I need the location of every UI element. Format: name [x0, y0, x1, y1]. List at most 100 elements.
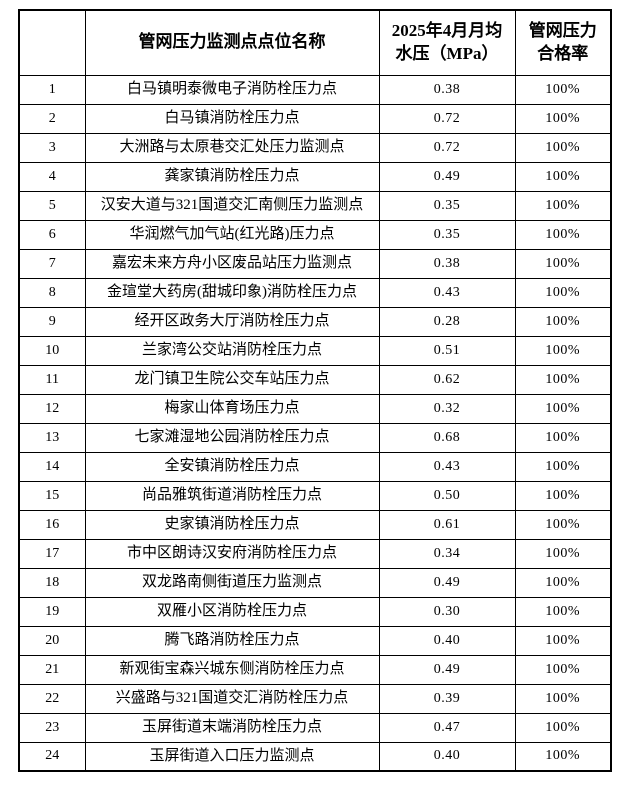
pressure-value-cell: 0.40: [378, 741, 516, 772]
pass-rate-cell: 100%: [514, 364, 612, 395]
table-row: 12 梅家山体育场压力点 0.32 100%: [18, 393, 612, 424]
pressure-value-cell: 0.38: [378, 74, 516, 105]
pass-rate-cell: 100%: [514, 393, 612, 424]
point-name-cell: 白马镇消防栓压力点: [84, 103, 380, 134]
row-number-cell: 17: [18, 538, 86, 569]
point-name-cell: 经开区政务大厅消防栓压力点: [84, 306, 380, 337]
row-number-cell: 10: [18, 335, 86, 366]
pass-rate-cell: 100%: [514, 741, 612, 772]
table-row: 1 白马镇明泰微电子消防栓压力点 0.38 100%: [18, 74, 612, 105]
pass-rate-cell: 100%: [514, 335, 612, 366]
table-row: 15 尚品雅筑街道消防栓压力点 0.50 100%: [18, 480, 612, 511]
point-name-cell: 腾飞路消防栓压力点: [84, 625, 380, 656]
table-row: 2 白马镇消防栓压力点 0.72 100%: [18, 103, 612, 134]
table-row: 21 新观街宝森兴城东侧消防栓压力点 0.49 100%: [18, 654, 612, 685]
table-row: 4 龚家镇消防栓压力点 0.49 100%: [18, 161, 612, 192]
table-row: 20 腾飞路消防栓压力点 0.40 100%: [18, 625, 612, 656]
pass-rate-cell: 100%: [514, 596, 612, 627]
pass-rate-cell: 100%: [514, 190, 612, 221]
table-row: 18 双龙路南侧街道压力监测点 0.49 100%: [18, 567, 612, 598]
table-row: 7 嘉宏未来方舟小区废品站压力监测点 0.38 100%: [18, 248, 612, 279]
table-body: 1 白马镇明泰微电子消防栓压力点 0.38 100% 2 白马镇消防栓压力点 0.72 100…: [18, 74, 612, 772]
point-name-cell: 玉屏街道末端消防栓压力点: [84, 712, 380, 743]
pressure-value-cell: 0.62: [378, 364, 516, 395]
table-row: 14 全安镇消防栓压力点 0.43 100%: [18, 451, 612, 482]
point-name-cell: 汉安大道与321国道交汇南侧压力监测点: [84, 190, 380, 221]
pass-rate-cell: 100%: [514, 683, 612, 714]
pressure-value-cell: 0.39: [378, 683, 516, 714]
pass-rate-cell: 100%: [514, 132, 612, 163]
pass-rate-cell: 100%: [514, 625, 612, 656]
point-name-cell: 龚家镇消防栓压力点: [84, 161, 380, 192]
point-name-cell: 嘉宏未来方舟小区废品站压力监测点: [84, 248, 380, 279]
table-row: 6 华润燃气加气站(红光路)压力点 0.35 100%: [18, 219, 612, 250]
point-name-cell: 兰家湾公交站消防栓压力点: [84, 335, 380, 366]
pressure-value-cell: 0.32: [378, 393, 516, 424]
pass-rate-cell: 100%: [514, 103, 612, 134]
pressure-value-cell: 0.49: [378, 654, 516, 685]
table-row: 22 兴盛路与321国道交汇消防栓压力点 0.39 100%: [18, 683, 612, 714]
row-number-cell: 18: [18, 567, 86, 598]
point-name-cell: 全安镇消防栓压力点: [84, 451, 380, 482]
pass-rate-cell: 100%: [514, 509, 612, 540]
table-row: 13 七家滩湿地公园消防栓压力点 0.68 100%: [18, 422, 612, 453]
pressure-value-cell: 0.50: [378, 480, 516, 511]
row-number-cell: 21: [18, 654, 86, 685]
pressure-value-cell: 0.68: [378, 422, 516, 453]
point-name-cell: 龙门镇卫生院公交车站压力点: [84, 364, 380, 395]
point-name-cell: 兴盛路与321国道交汇消防栓压力点: [84, 683, 380, 714]
row-number-cell: 13: [18, 422, 86, 453]
row-number-cell: 20: [18, 625, 86, 656]
row-number-cell: 8: [18, 277, 86, 308]
table-row: 24 玉屏街道入口压力监测点 0.40 100%: [18, 741, 612, 772]
point-name-cell: 尚品雅筑街道消防栓压力点: [84, 480, 380, 511]
pass-rate-cell: 100%: [514, 74, 612, 105]
pass-rate-cell: 100%: [514, 277, 612, 308]
row-number-cell: 14: [18, 451, 86, 482]
pressure-value-cell: 0.61: [378, 509, 516, 540]
table-row: 3 大洲路与太原巷交汇处压力监测点 0.72 100%: [18, 132, 612, 163]
pass-rate-cell: 100%: [514, 219, 612, 250]
row-number-cell: 5: [18, 190, 86, 221]
row-number-cell: 22: [18, 683, 86, 714]
pressure-value-cell: 0.34: [378, 538, 516, 569]
table-row: 9 经开区政务大厅消防栓压力点 0.28 100%: [18, 306, 612, 337]
pressure-value-cell: 0.43: [378, 451, 516, 482]
row-number-cell: 12: [18, 393, 86, 424]
table-row: 17 市中区朗诗汉安府消防栓压力点 0.34 100%: [18, 538, 612, 569]
point-name-cell: 大洲路与太原巷交汇处压力监测点: [84, 132, 380, 163]
pressure-value-cell: 0.72: [378, 132, 516, 163]
row-number-cell: 1: [18, 74, 86, 105]
table-row: 11 龙门镇卫生院公交车站压力点 0.62 100%: [18, 364, 612, 395]
table-row: 10 兰家湾公交站消防栓压力点 0.51 100%: [18, 335, 612, 366]
pressure-value-cell: 0.40: [378, 625, 516, 656]
pressure-value-cell: 0.35: [378, 190, 516, 221]
pass-rate-cell: 100%: [514, 306, 612, 337]
table-row: 16 史家镇消防栓压力点 0.61 100%: [18, 509, 612, 540]
pressure-value-cell: 0.49: [378, 567, 516, 598]
pass-rate-cell: 100%: [514, 567, 612, 598]
point-name-cell: 华润燃气加气站(红光路)压力点: [84, 219, 380, 250]
header-pass-rate: 管网压力 合格率: [514, 9, 612, 76]
pressure-value-cell: 0.47: [378, 712, 516, 743]
point-name-cell: 玉屏街道入口压力监测点: [84, 741, 380, 772]
header-row: 管网压力监测点点位名称 2025年4月月均 水压（MPa） 管网压力 合格率: [18, 9, 612, 76]
row-number-cell: 16: [18, 509, 86, 540]
header-point-name: 管网压力监测点点位名称: [84, 9, 380, 76]
point-name-cell: 新观街宝森兴城东侧消防栓压力点: [84, 654, 380, 685]
table-header: 管网压力监测点点位名称 2025年4月月均 水压（MPa） 管网压力 合格率: [18, 9, 612, 76]
pressure-value-cell: 0.28: [378, 306, 516, 337]
pressure-value-cell: 0.35: [378, 219, 516, 250]
row-number-cell: 4: [18, 161, 86, 192]
row-number-cell: 24: [18, 741, 86, 772]
pressure-value-cell: 0.72: [378, 103, 516, 134]
pressure-value-cell: 0.38: [378, 248, 516, 279]
point-name-cell: 七家滩湿地公园消防栓压力点: [84, 422, 380, 453]
pass-rate-cell: 100%: [514, 422, 612, 453]
point-name-cell: 金瑄堂大药房(甜城印象)消防栓压力点: [84, 277, 380, 308]
row-number-cell: 7: [18, 248, 86, 279]
row-number-cell: 6: [18, 219, 86, 250]
pass-rate-cell: 100%: [514, 712, 612, 743]
table-row: 19 双雁小区消防栓压力点 0.30 100%: [18, 596, 612, 627]
